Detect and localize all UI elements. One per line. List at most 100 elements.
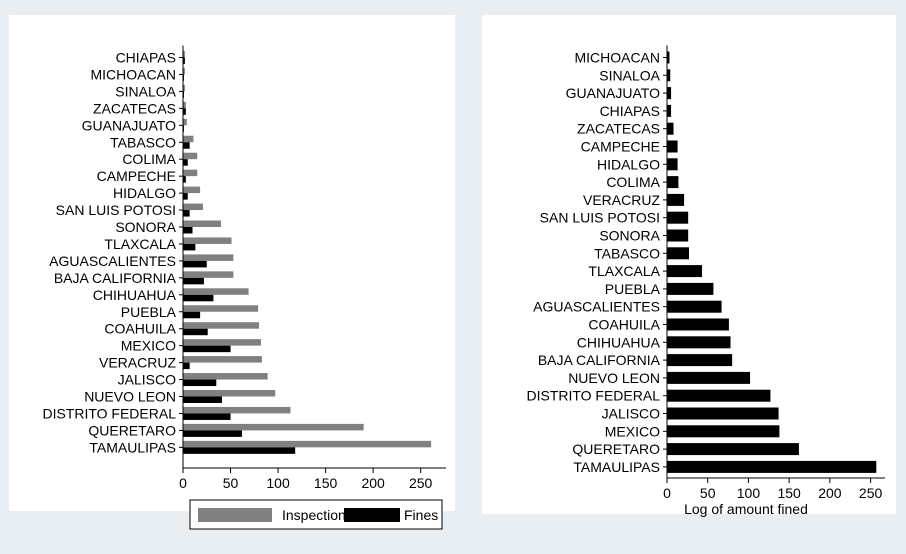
category-label: QUERETARO bbox=[572, 441, 660, 457]
category-label: COLIMA bbox=[122, 151, 176, 167]
amount-fined-bar bbox=[667, 425, 780, 438]
fines-bar bbox=[183, 447, 296, 454]
amount-fined-bar bbox=[667, 104, 672, 117]
x-tick-label: 50 bbox=[700, 485, 716, 501]
x-tick-label: 100 bbox=[737, 485, 761, 501]
fines-bar bbox=[183, 108, 186, 115]
category-label: NUEVO LEON bbox=[84, 389, 176, 405]
amount-fined-bar bbox=[667, 87, 672, 100]
category-label: COAHUILA bbox=[588, 317, 660, 333]
category-label: MICHOACAN bbox=[90, 66, 176, 82]
amount-fined-bar bbox=[667, 282, 714, 295]
fines-bar bbox=[183, 328, 208, 336]
category-label: GUANAJUATO bbox=[82, 117, 176, 133]
amount-fined-bar bbox=[667, 336, 731, 349]
inspections-bar bbox=[183, 101, 186, 109]
fines-bar bbox=[183, 311, 201, 319]
category-label: TABASCO bbox=[594, 245, 660, 261]
inspections-bar bbox=[183, 237, 232, 244]
legend: Inspections Fines bbox=[189, 499, 443, 530]
category-label: TAMAULIPAS bbox=[573, 459, 660, 475]
category-label: SONORA bbox=[599, 228, 660, 244]
x-tick-label: 150 bbox=[777, 485, 801, 501]
inspections-bar bbox=[183, 169, 198, 177]
fines-bar bbox=[183, 345, 231, 353]
category-label: AGUASCALIENTES bbox=[533, 299, 660, 315]
category-label: CHIHUAHUA bbox=[577, 334, 661, 350]
fines-bar bbox=[183, 243, 196, 251]
fines-bar bbox=[183, 362, 190, 370]
fines-bar bbox=[183, 260, 207, 268]
fines-bar bbox=[183, 193, 188, 200]
category-label: MICHOACAN bbox=[574, 50, 660, 66]
x-tick-label: 250 bbox=[409, 475, 433, 491]
category-label: TAMAULIPAS bbox=[89, 439, 176, 455]
amount-fined-bar bbox=[667, 247, 689, 260]
plot-area bbox=[482, 15, 896, 514]
inspections-bar bbox=[183, 288, 249, 295]
inspections-bar bbox=[183, 356, 262, 363]
inspections-bar bbox=[183, 135, 194, 143]
amount-fined-bar bbox=[667, 158, 678, 171]
category-label: VERACRUZ bbox=[583, 192, 660, 208]
category-label: SINALOA bbox=[115, 83, 176, 99]
category-label: TABASCO bbox=[110, 134, 176, 150]
x-tick-label: 200 bbox=[818, 485, 842, 501]
category-label: DISTRITO FEDERAL bbox=[526, 388, 660, 404]
amount-fined-bar bbox=[667, 229, 689, 242]
x-tick-label: 0 bbox=[663, 485, 671, 501]
inspections-bar bbox=[183, 220, 222, 227]
amount-fined-bar bbox=[667, 176, 679, 189]
inspections-bar bbox=[183, 203, 203, 211]
category-label: SONORA bbox=[115, 219, 176, 235]
fines-bar bbox=[183, 210, 190, 217]
category-label: JALISCO bbox=[118, 372, 176, 388]
amount-fined-bar bbox=[667, 69, 671, 82]
category-label: PUEBLA bbox=[605, 281, 661, 297]
amount-fined-bar bbox=[667, 443, 799, 456]
category-label: CAMPECHE bbox=[97, 168, 176, 184]
category-label: QUERETARO bbox=[88, 422, 176, 438]
inspections-bar bbox=[183, 339, 261, 346]
category-label: DISTRITO FEDERAL bbox=[42, 405, 176, 421]
inspections-bar bbox=[183, 322, 260, 329]
fines-bar bbox=[183, 57, 185, 64]
fines-bar bbox=[183, 430, 242, 437]
x-tick-label: 250 bbox=[859, 485, 883, 501]
fines-bar bbox=[183, 294, 214, 302]
category-label: SAN LUIS POTOSI bbox=[540, 210, 660, 226]
amount-fined-bar bbox=[667, 140, 678, 153]
amount-fined-bar bbox=[667, 122, 674, 135]
inspections-bar bbox=[183, 84, 185, 92]
category-label: MEXICO bbox=[121, 338, 176, 354]
amount-fined-bar bbox=[667, 371, 751, 384]
x-tick-label: 100 bbox=[266, 475, 290, 491]
amount-fined-bar bbox=[667, 211, 689, 224]
amount-fined-bar bbox=[667, 460, 877, 473]
legend-label-fines: Fines bbox=[404, 507, 438, 523]
x-tick-label: 0 bbox=[179, 475, 187, 491]
category-label: ZACATECAS bbox=[93, 100, 176, 116]
x-tick-label: 150 bbox=[314, 475, 338, 491]
category-label: HIDALGO bbox=[597, 156, 660, 172]
amount-fined-bar bbox=[667, 407, 779, 420]
inspections-fines-chart: CHIAPASMICHOACANSINALOAZACATECASGUANAJUA… bbox=[9, 15, 455, 530]
legend-swatch-fines bbox=[344, 508, 400, 522]
fines-bar bbox=[183, 142, 190, 149]
amount-fined-bar bbox=[667, 300, 722, 313]
category-label: JALISCO bbox=[602, 406, 660, 422]
inspections-bar bbox=[183, 305, 259, 312]
inspections-bar bbox=[183, 118, 187, 126]
fines-bar bbox=[183, 176, 186, 183]
category-label: MEXICO bbox=[605, 423, 660, 439]
category-label: TLAXCALA bbox=[588, 263, 660, 279]
inspections-bar bbox=[183, 254, 234, 261]
category-label: NUEVO LEON bbox=[568, 370, 660, 386]
fines-bar bbox=[183, 227, 193, 234]
category-label: VERACRUZ bbox=[99, 355, 176, 371]
inspections-bar bbox=[183, 440, 432, 448]
category-label: ZACATECAS bbox=[577, 121, 660, 137]
category-label: TLAXCALA bbox=[104, 236, 176, 252]
